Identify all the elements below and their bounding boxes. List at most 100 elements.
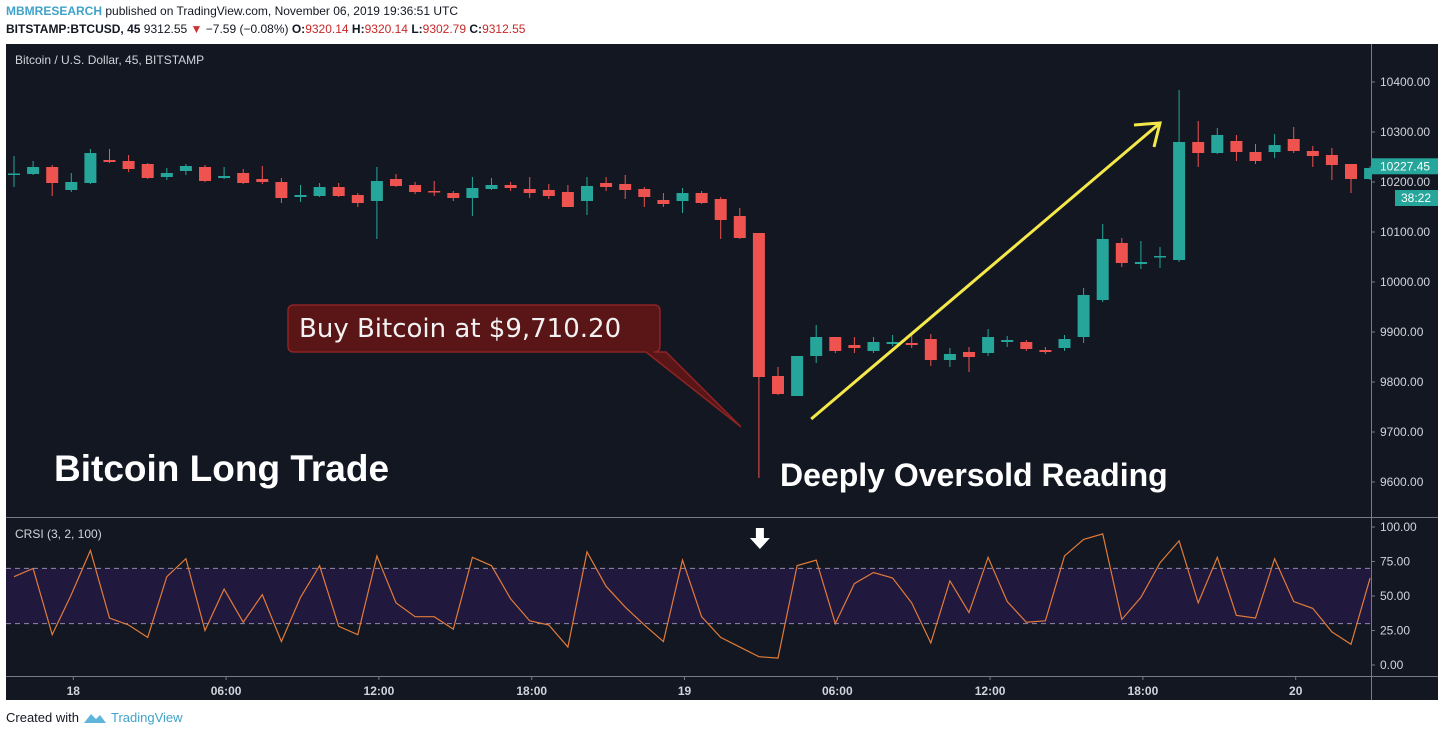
- candle-up: [370, 181, 383, 201]
- price-tick-label: 9600.00: [1380, 475, 1424, 489]
- price-tick-label: 9800.00: [1380, 375, 1424, 389]
- time-tick-label: 20: [1289, 684, 1303, 698]
- crsi-tick-label: 25.00: [1380, 624, 1410, 638]
- published-text: published on TradingView.com, November 0…: [105, 4, 459, 18]
- crsi-tick-label: 75.00: [1380, 555, 1410, 569]
- candle-down: [409, 185, 422, 192]
- candle-down: [848, 345, 861, 348]
- down-arrow-icon: [749, 528, 770, 549]
- crsi-tick-label: 50.00: [1380, 589, 1410, 603]
- candle-down: [523, 189, 536, 193]
- price-tick-label: 10000.00: [1380, 275, 1430, 289]
- down-triangle-icon: ▼: [190, 22, 203, 36]
- candle-down: [1325, 155, 1338, 165]
- candle-down: [714, 199, 727, 220]
- candle-up: [1211, 135, 1224, 153]
- time-tick-label: 06:00: [822, 684, 853, 698]
- last-price-badge: [1372, 158, 1438, 175]
- candle-up: [1364, 168, 1371, 179]
- trend-arrow-line: [810, 121, 1161, 421]
- candle-down: [963, 352, 975, 357]
- candle-down: [772, 376, 784, 394]
- candle-up: [1134, 262, 1147, 264]
- candle-down: [199, 167, 211, 181]
- created-with-text: Created with: [6, 710, 79, 725]
- candle-up: [313, 187, 326, 196]
- footer: Created with TradingView: [6, 710, 183, 725]
- candle-down: [390, 179, 402, 186]
- candle-down: [1230, 141, 1243, 152]
- candle-down: [103, 160, 116, 162]
- candle-down: [561, 192, 574, 207]
- candle-up: [581, 186, 593, 201]
- last-price-label: 10227.45: [1380, 159, 1430, 173]
- candle-down: [275, 182, 288, 198]
- oversold-reading-label: Deeply Oversold Reading: [780, 457, 1168, 493]
- candlestick-chart[interactable]: 10400.00 10300.00 10200.00 10100.00 10000.00…: [6, 44, 1438, 701]
- tradingview-link[interactable]: TradingView: [110, 710, 183, 725]
- trend-arrow-head-icon: [1133, 121, 1162, 148]
- price-tick-label: 10200.00: [1380, 175, 1430, 189]
- candle-up: [867, 342, 880, 351]
- candle-down: [1306, 151, 1319, 156]
- price-tick-label: 10400.00: [1380, 75, 1430, 89]
- time-tick-label: 18:00: [516, 684, 547, 698]
- high-value: 9320.14: [364, 22, 408, 36]
- candle-down: [428, 191, 441, 193]
- candle-down: [695, 193, 708, 203]
- candle-down: [504, 185, 517, 188]
- candle-down: [638, 189, 651, 197]
- candle-down: [46, 167, 59, 183]
- crsi-line: [13, 533, 1371, 659]
- publish-line: MBMRESEARCH published on TradingView.com…: [6, 4, 458, 18]
- candle-down: [619, 184, 632, 190]
- candle-up: [1154, 256, 1166, 258]
- candle-up: [1268, 145, 1281, 152]
- candles-group: [8, 90, 1371, 478]
- price-change: −7.59 (−0.08%): [205, 22, 289, 36]
- candle-down: [924, 339, 937, 360]
- candle-up: [791, 356, 804, 396]
- candle-down: [1249, 152, 1262, 161]
- candle-down: [1345, 164, 1357, 179]
- time-tick-label: 18: [67, 684, 81, 698]
- symbol-line: BITSTAMP:BTCUSD, 45 9312.55 ▼ −7.59 (−0.…: [6, 22, 525, 36]
- close-value: 9312.55: [482, 22, 526, 36]
- tradingview-logo-icon: [83, 713, 106, 723]
- candle-down: [1192, 142, 1205, 153]
- candle-down: [1039, 350, 1052, 352]
- candle-down: [447, 193, 460, 198]
- candle-up: [294, 195, 307, 197]
- candle-up: [810, 337, 823, 356]
- candle-down: [141, 164, 154, 178]
- candle-up: [485, 185, 498, 189]
- low-value: 9302.79: [422, 22, 467, 36]
- candle-up: [160, 173, 173, 177]
- open-label: O:: [291, 22, 306, 36]
- candle-down: [332, 187, 345, 196]
- candle-down: [1020, 342, 1033, 349]
- buy-callout-text: Buy Bitcoin at $9,710.20: [299, 314, 621, 344]
- publisher-link[interactable]: MBMRESEARCH: [6, 4, 102, 18]
- candle-up: [1058, 339, 1071, 348]
- candle-up: [27, 167, 40, 174]
- candle-down: [237, 173, 250, 183]
- candle-down: [1115, 243, 1128, 263]
- candle-down: [657, 200, 670, 204]
- candle-down: [733, 216, 746, 238]
- close-label: C:: [469, 22, 483, 36]
- time-tick-label: 12:00: [364, 684, 395, 698]
- candle-up: [8, 173, 20, 175]
- candle-up: [84, 153, 97, 183]
- candle-up: [1173, 142, 1186, 260]
- candle-down: [829, 337, 842, 351]
- candle-down: [752, 233, 765, 377]
- candle-down: [351, 195, 364, 203]
- candle-up: [1001, 340, 1014, 342]
- time-tick-label: 18:00: [1128, 684, 1159, 698]
- open-value: 9320.14: [305, 22, 349, 36]
- countdown-badge: [1395, 190, 1438, 206]
- candle-down: [256, 179, 269, 182]
- candle-down: [600, 183, 613, 187]
- last-price: 9312.55: [143, 22, 188, 36]
